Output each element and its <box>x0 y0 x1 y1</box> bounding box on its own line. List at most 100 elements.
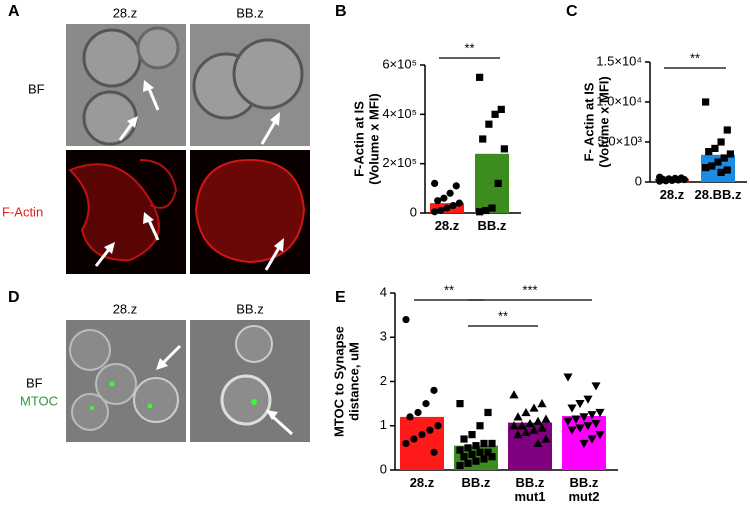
data-point <box>723 166 731 174</box>
data-point <box>595 431 605 440</box>
x-tick-label: BB.z <box>461 475 491 490</box>
data-point <box>579 413 589 422</box>
data-point <box>468 431 476 439</box>
data-point <box>484 408 492 417</box>
data-point <box>456 446 464 454</box>
data-point <box>714 158 722 166</box>
data-point <box>452 182 460 190</box>
data-point <box>485 120 493 128</box>
data-point <box>656 177 664 185</box>
y-tick-label: 1.0×10⁴ <box>596 93 642 108</box>
data-point <box>494 179 502 187</box>
y-axis-label: (Volume x MFI) <box>366 93 381 184</box>
data-point <box>567 426 577 435</box>
y-axis-label: F-Actin at IS <box>351 101 366 177</box>
data-point <box>537 399 547 408</box>
data-point <box>497 105 505 113</box>
data-point <box>579 439 589 449</box>
data-point <box>595 408 605 418</box>
y-tick-label: 4 <box>380 284 387 299</box>
data-point <box>422 400 430 408</box>
data-point <box>437 206 445 215</box>
y-tick-label: 4×10⁵ <box>382 106 417 121</box>
data-point <box>521 427 531 436</box>
data-point <box>563 373 573 382</box>
data-point <box>587 435 597 444</box>
data-point <box>446 189 454 197</box>
data-point <box>575 424 585 433</box>
data-point <box>456 400 464 408</box>
data-point <box>464 444 472 452</box>
data-point <box>476 422 484 430</box>
data-point <box>571 415 581 424</box>
row-label: BF <box>26 375 43 390</box>
data-point <box>402 439 410 448</box>
micrograph <box>66 150 310 274</box>
row-label: MTOC <box>20 393 58 408</box>
data-point <box>402 315 410 324</box>
row-label: F-Actin <box>2 204 43 219</box>
column-header: BB.z <box>236 301 263 316</box>
data-point <box>541 434 551 443</box>
x-tick-label: BB.z <box>477 218 507 233</box>
significance-label: ** <box>464 40 474 55</box>
panel-label: B <box>335 3 347 20</box>
y-tick-label: 0 <box>380 461 387 476</box>
data-point <box>449 202 457 210</box>
data-point <box>468 450 476 459</box>
column-header: 28.z <box>113 301 138 316</box>
data-point <box>426 426 434 434</box>
data-point <box>674 176 682 184</box>
data-point <box>723 126 731 134</box>
data-point <box>414 408 422 417</box>
data-point <box>476 73 484 81</box>
y-axis-label: MTOC to Synapse <box>331 326 346 437</box>
data-point <box>541 414 551 423</box>
data-point <box>456 461 464 470</box>
data-point <box>455 199 463 207</box>
panel-label: C <box>566 3 578 20</box>
data-point <box>431 179 439 187</box>
data-point <box>717 168 725 176</box>
panel-label: D <box>8 289 20 306</box>
data-point <box>480 439 488 448</box>
data-point <box>575 400 585 409</box>
data-point <box>525 418 535 428</box>
data-point <box>702 98 710 106</box>
data-point <box>717 138 725 146</box>
x-tick-label: 28.BB.z <box>694 187 742 202</box>
data-point <box>479 135 487 143</box>
data-point <box>472 442 480 450</box>
data-point <box>460 453 468 461</box>
data-point <box>500 145 508 153</box>
column-header: BB.z <box>236 5 263 20</box>
data-point <box>430 386 438 394</box>
data-point <box>434 197 442 205</box>
y-tick-label: 1.5×10⁴ <box>596 53 642 68</box>
data-point <box>464 459 472 467</box>
data-point <box>517 421 527 430</box>
data-point <box>430 448 438 456</box>
data-point <box>443 204 451 212</box>
y-tick-label: 0 <box>635 173 642 188</box>
data-point <box>480 455 488 463</box>
data-point <box>434 422 442 430</box>
x-tick-label: 28.z <box>659 187 685 202</box>
panel-label: E <box>335 289 346 306</box>
x-tick-label: BB.z mut1 <box>514 475 546 504</box>
x-tick-label: 28.z <box>434 218 460 233</box>
data-point <box>488 453 496 461</box>
y-axis-label: distance, uM <box>346 342 361 421</box>
data-point <box>583 422 593 431</box>
y-tick-label: 5.0×10³ <box>598 133 643 148</box>
data-point <box>521 407 531 417</box>
data-point <box>431 208 439 216</box>
data-point <box>567 404 577 413</box>
data-point <box>410 435 418 443</box>
data-point <box>491 110 499 118</box>
data-point <box>563 417 573 426</box>
data-point <box>418 431 426 439</box>
y-tick-label: 1 <box>380 417 387 432</box>
data-point <box>591 382 601 391</box>
